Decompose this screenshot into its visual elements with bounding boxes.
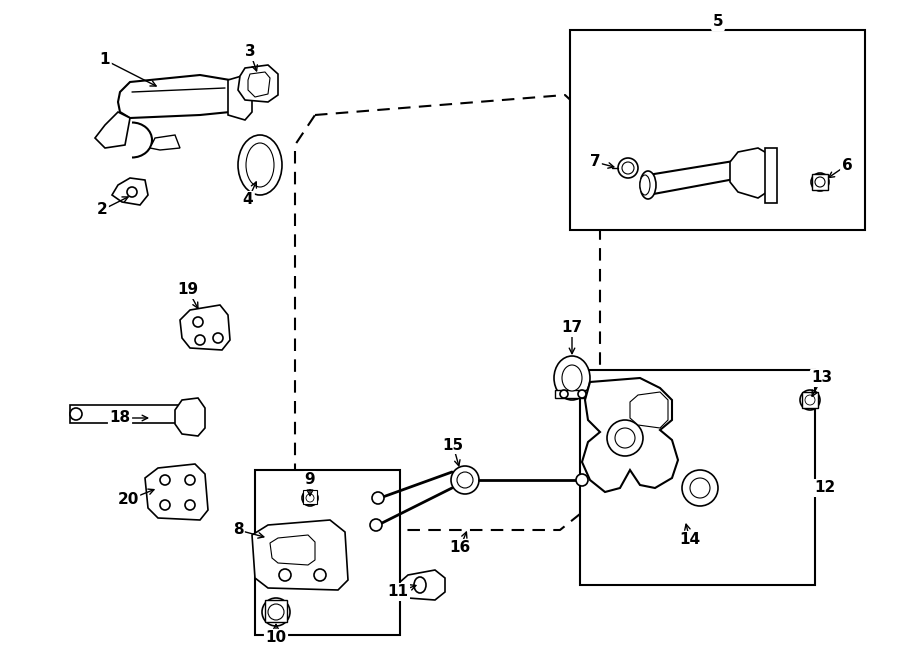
Ellipse shape <box>615 428 635 448</box>
Ellipse shape <box>246 143 274 187</box>
Ellipse shape <box>213 333 223 343</box>
Ellipse shape <box>560 390 568 398</box>
Polygon shape <box>180 305 230 350</box>
Text: 7: 7 <box>590 155 600 169</box>
Polygon shape <box>175 398 205 436</box>
Bar <box>802 392 818 408</box>
Polygon shape <box>248 72 270 97</box>
Ellipse shape <box>554 356 590 400</box>
Ellipse shape <box>193 317 203 327</box>
Text: 11: 11 <box>388 584 409 600</box>
Ellipse shape <box>279 569 291 581</box>
Polygon shape <box>228 75 252 120</box>
Text: 14: 14 <box>680 533 700 547</box>
Text: 19: 19 <box>177 282 199 297</box>
Bar <box>70 405 185 423</box>
Text: 8: 8 <box>233 522 243 537</box>
Ellipse shape <box>815 177 825 187</box>
Ellipse shape <box>562 365 582 391</box>
Ellipse shape <box>618 158 638 178</box>
Bar <box>580 370 815 585</box>
Text: 17: 17 <box>562 321 582 336</box>
Ellipse shape <box>238 135 282 195</box>
Polygon shape <box>112 178 148 205</box>
Ellipse shape <box>306 494 314 502</box>
Bar <box>555 390 590 398</box>
Polygon shape <box>252 520 348 590</box>
Text: 1: 1 <box>100 52 110 67</box>
Text: 10: 10 <box>266 631 286 646</box>
Bar <box>765 148 777 203</box>
Ellipse shape <box>811 173 829 191</box>
Text: 4: 4 <box>243 192 253 208</box>
Ellipse shape <box>414 577 426 593</box>
Ellipse shape <box>314 569 326 581</box>
Ellipse shape <box>451 466 479 494</box>
Text: 6: 6 <box>842 157 852 173</box>
Polygon shape <box>270 535 315 565</box>
Text: 9: 9 <box>305 473 315 488</box>
Polygon shape <box>150 135 180 150</box>
Ellipse shape <box>262 598 290 626</box>
Ellipse shape <box>370 519 382 531</box>
Polygon shape <box>118 75 240 118</box>
Ellipse shape <box>682 470 718 506</box>
Text: 15: 15 <box>443 438 464 453</box>
Bar <box>812 174 828 190</box>
Ellipse shape <box>640 175 650 195</box>
Polygon shape <box>630 392 668 428</box>
Polygon shape <box>582 378 678 492</box>
Ellipse shape <box>800 390 820 410</box>
Ellipse shape <box>160 475 170 485</box>
Ellipse shape <box>302 490 318 506</box>
Bar <box>265 600 287 622</box>
Polygon shape <box>238 65 278 102</box>
Text: 20: 20 <box>117 492 139 508</box>
Bar <box>570 30 865 230</box>
Ellipse shape <box>457 472 473 488</box>
Ellipse shape <box>640 171 656 199</box>
Polygon shape <box>730 148 770 198</box>
Text: 3: 3 <box>245 44 256 59</box>
Ellipse shape <box>268 604 284 620</box>
Ellipse shape <box>805 395 815 405</box>
Text: 5: 5 <box>713 15 724 30</box>
Text: 2: 2 <box>96 202 107 217</box>
Ellipse shape <box>372 492 384 504</box>
Polygon shape <box>145 464 208 520</box>
Ellipse shape <box>195 335 205 345</box>
Ellipse shape <box>185 500 195 510</box>
Ellipse shape <box>578 390 586 398</box>
Ellipse shape <box>185 475 195 485</box>
Polygon shape <box>95 112 130 148</box>
Text: 18: 18 <box>110 410 130 426</box>
Ellipse shape <box>127 187 137 197</box>
Ellipse shape <box>70 408 82 420</box>
Ellipse shape <box>622 162 634 174</box>
Text: 12: 12 <box>814 481 835 496</box>
Bar <box>303 490 317 504</box>
Polygon shape <box>400 570 445 600</box>
Ellipse shape <box>690 478 710 498</box>
Text: 13: 13 <box>812 371 833 385</box>
Bar <box>255 470 400 635</box>
Ellipse shape <box>160 500 170 510</box>
Ellipse shape <box>576 474 588 486</box>
Text: 16: 16 <box>449 541 471 555</box>
Ellipse shape <box>607 420 643 456</box>
